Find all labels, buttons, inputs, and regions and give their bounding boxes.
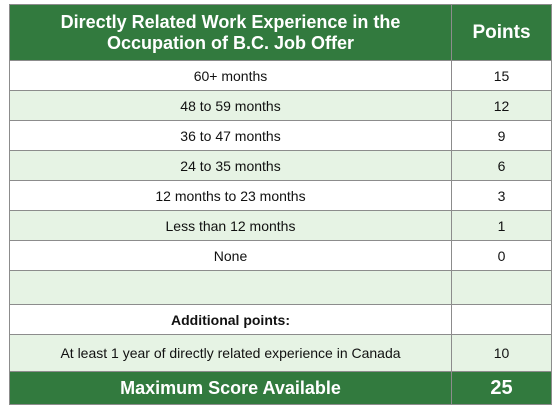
work-experience-points-table: Directly Related Work Experience in the …	[9, 4, 552, 405]
blank-cell	[451, 270, 552, 305]
blank-cell	[9, 270, 452, 305]
row-label: 24 to 35 months	[9, 150, 452, 181]
row-label: 12 months to 23 months	[9, 180, 452, 211]
table-header-row: Directly Related Work Experience in the …	[9, 4, 552, 61]
points-column-header: Points	[451, 4, 552, 61]
table-row: 36 to 47 months 9	[9, 120, 552, 151]
row-points: 15	[451, 60, 552, 91]
row-label: 36 to 47 months	[9, 120, 452, 151]
table-row: Less than 12 months 1	[9, 210, 552, 241]
blank-cell	[451, 304, 552, 335]
table-row: At least 1 year of directly related expe…	[9, 334, 552, 372]
row-points: 1	[451, 210, 552, 241]
row-label: None	[9, 240, 452, 271]
row-points: 0	[451, 240, 552, 271]
table-row: 12 months to 23 months 3	[9, 180, 552, 211]
maximum-score-value: 25	[451, 371, 552, 405]
row-points: 9	[451, 120, 552, 151]
row-points: 12	[451, 90, 552, 121]
row-label: 60+ months	[9, 60, 452, 91]
maximum-score-row: Maximum Score Available 25	[9, 371, 552, 405]
blank-spacer-row	[9, 270, 552, 305]
row-label: At least 1 year of directly related expe…	[9, 334, 452, 372]
maximum-score-label: Maximum Score Available	[9, 371, 452, 405]
criteria-column-header: Directly Related Work Experience in the …	[9, 4, 452, 61]
row-label: Less than 12 months	[9, 210, 452, 241]
table-row: 60+ months 15	[9, 60, 552, 91]
row-points: 10	[451, 334, 552, 372]
table-row: 48 to 59 months 12	[9, 90, 552, 121]
row-points: 6	[451, 150, 552, 181]
additional-points-heading-row: Additional points:	[9, 304, 552, 335]
table-row: 24 to 35 months 6	[9, 150, 552, 181]
row-points: 3	[451, 180, 552, 211]
additional-points-heading: Additional points:	[9, 304, 452, 335]
row-label: 48 to 59 months	[9, 90, 452, 121]
table-row: None 0	[9, 240, 552, 271]
